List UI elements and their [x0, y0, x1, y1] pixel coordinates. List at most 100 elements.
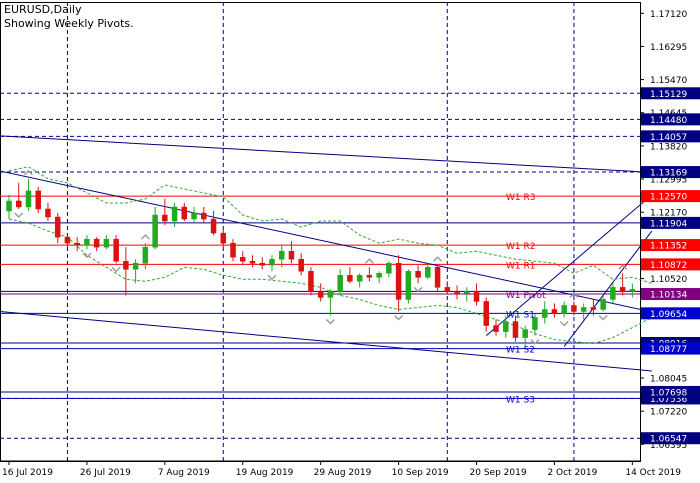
candles-layer: [6, 178, 636, 348]
price-tick-label: 1.12170: [650, 209, 687, 219]
bear-candle: [551, 309, 558, 314]
bear-candle: [493, 325, 499, 332]
fractal-up-icon: [433, 256, 443, 262]
date-label: 19 Aug 2019: [236, 468, 294, 478]
trendline: [485, 194, 653, 336]
bull-candle: [376, 273, 382, 278]
date-label: 16 Jul 2019: [2, 468, 53, 478]
fractal-down-icon: [394, 314, 404, 321]
bear-candle: [444, 287, 451, 292]
bull-candle: [386, 263, 392, 274]
price-tag-bg: [641, 87, 700, 100]
price-tag: 1.14057: [650, 133, 687, 143]
price-tag-bg: [641, 432, 700, 445]
fractal-down-icon: [530, 339, 540, 345]
date-label: 20 Sep 2019: [470, 468, 527, 478]
fractal-down-icon: [325, 319, 335, 325]
bull-candle: [152, 214, 158, 248]
price-tag-bg: [641, 307, 700, 320]
price-tick-label: 1.15470: [650, 76, 687, 86]
pivot-label: W1 S2: [506, 346, 535, 356]
fractal-down-icon: [14, 212, 24, 218]
price-tag: 1.15129: [650, 90, 687, 100]
bear-candle: [210, 218, 217, 234]
price-tag-bg: [641, 258, 700, 271]
pivot-label: W1 R1: [506, 261, 535, 271]
price-tick-label: 1.07220: [650, 408, 687, 418]
bear-candle: [298, 258, 304, 272]
bear-candle: [259, 263, 265, 266]
bull-candle: [191, 212, 197, 220]
price-tags-layer: 1.15129 1.14480 1.14057 1.13169 1.07536 1.065…: [641, 87, 700, 445]
bull-candle: [464, 291, 470, 294]
bull-candle: [580, 307, 587, 312]
pivot-label: W1 Pivot: [506, 291, 546, 301]
date-label: 14 Oct 2019: [625, 468, 681, 478]
price-tick-label: 1.16295: [650, 43, 687, 53]
trendlines-layer: [0, 135, 653, 372]
bear-candle: [512, 321, 519, 338]
price-tag-bg: [641, 216, 700, 229]
price-tick-label: 1.06395: [650, 441, 687, 451]
bear-candle: [64, 236, 71, 244]
price-tick-label: 1.08045: [650, 375, 687, 385]
price-tag: 1.07536: [650, 395, 687, 405]
bull-candle: [327, 291, 334, 298]
pivot-label: W1 R2: [506, 242, 535, 252]
fractal-up-icon: [618, 264, 628, 270]
price-tag: 1.09654: [650, 310, 687, 320]
chart-subtitle: Showing Weekly Pivots.: [4, 17, 134, 30]
bear-candle: [54, 216, 61, 238]
fractals-layer: [14, 169, 628, 345]
price-tag-bg: [641, 239, 700, 252]
trendline: [0, 170, 652, 313]
date-label: 26 Jul 2019: [80, 468, 131, 478]
bear-candle: [317, 291, 324, 298]
trendline: [0, 135, 652, 173]
price-tag-bg: [641, 342, 700, 355]
envelope-upper: [8, 166, 652, 284]
bear-candle: [415, 271, 421, 278]
bear-candle: [454, 291, 460, 294]
bear-candle: [240, 256, 246, 262]
price-tag: 1.08777: [650, 345, 687, 355]
bear-candle: [590, 307, 597, 310]
price-tick-label: 1.10520: [650, 275, 687, 285]
fractal-down-icon: [413, 286, 423, 293]
pivot-label: W1 S3: [506, 395, 535, 405]
fractal-up-icon: [23, 169, 33, 176]
bear-candle: [35, 190, 41, 210]
bear-candle: [308, 271, 314, 292]
bear-candle: [15, 200, 22, 208]
fractal-down-icon: [111, 266, 121, 273]
price-tag-bg: [641, 288, 700, 301]
trendline: [563, 230, 653, 347]
price-tag: 1.11352: [650, 242, 687, 252]
date-label: 7 Aug 2019: [158, 468, 210, 478]
price-tag: 1.13169: [650, 169, 687, 179]
fractal-up-icon: [140, 234, 150, 240]
date-label: 10 Sep 2019: [392, 468, 449, 478]
bear-candle: [366, 275, 373, 278]
fractal-up-icon: [364, 258, 374, 264]
price-tag: 1.07698: [650, 388, 687, 398]
price-tag: 1.10134: [650, 291, 687, 301]
price-tag-bg: [641, 166, 700, 179]
date-label: 2 Oct 2019: [547, 468, 597, 478]
bear-candle: [74, 242, 80, 246]
bull-candle: [522, 329, 528, 338]
date-axis: 16 Jul 2019 26 Jul 2019 7 Aug 2019 19 Aug 2…: [0, 460, 681, 478]
price-tag-bg: [641, 113, 700, 126]
price-tag-bg: [641, 190, 700, 203]
trendline: [0, 311, 652, 372]
bull-candle: [600, 299, 606, 310]
bull-candle: [561, 305, 567, 314]
bear-candle: [93, 238, 100, 248]
bear-candle: [619, 287, 626, 292]
price-tag: 1.10872: [650, 261, 687, 271]
price-axis: 1.171201.162951.154701.146451.138201.129…: [640, 10, 687, 451]
envelope-lower: [8, 218, 653, 345]
bear-candle: [113, 238, 119, 262]
bear-candle: [230, 242, 236, 258]
